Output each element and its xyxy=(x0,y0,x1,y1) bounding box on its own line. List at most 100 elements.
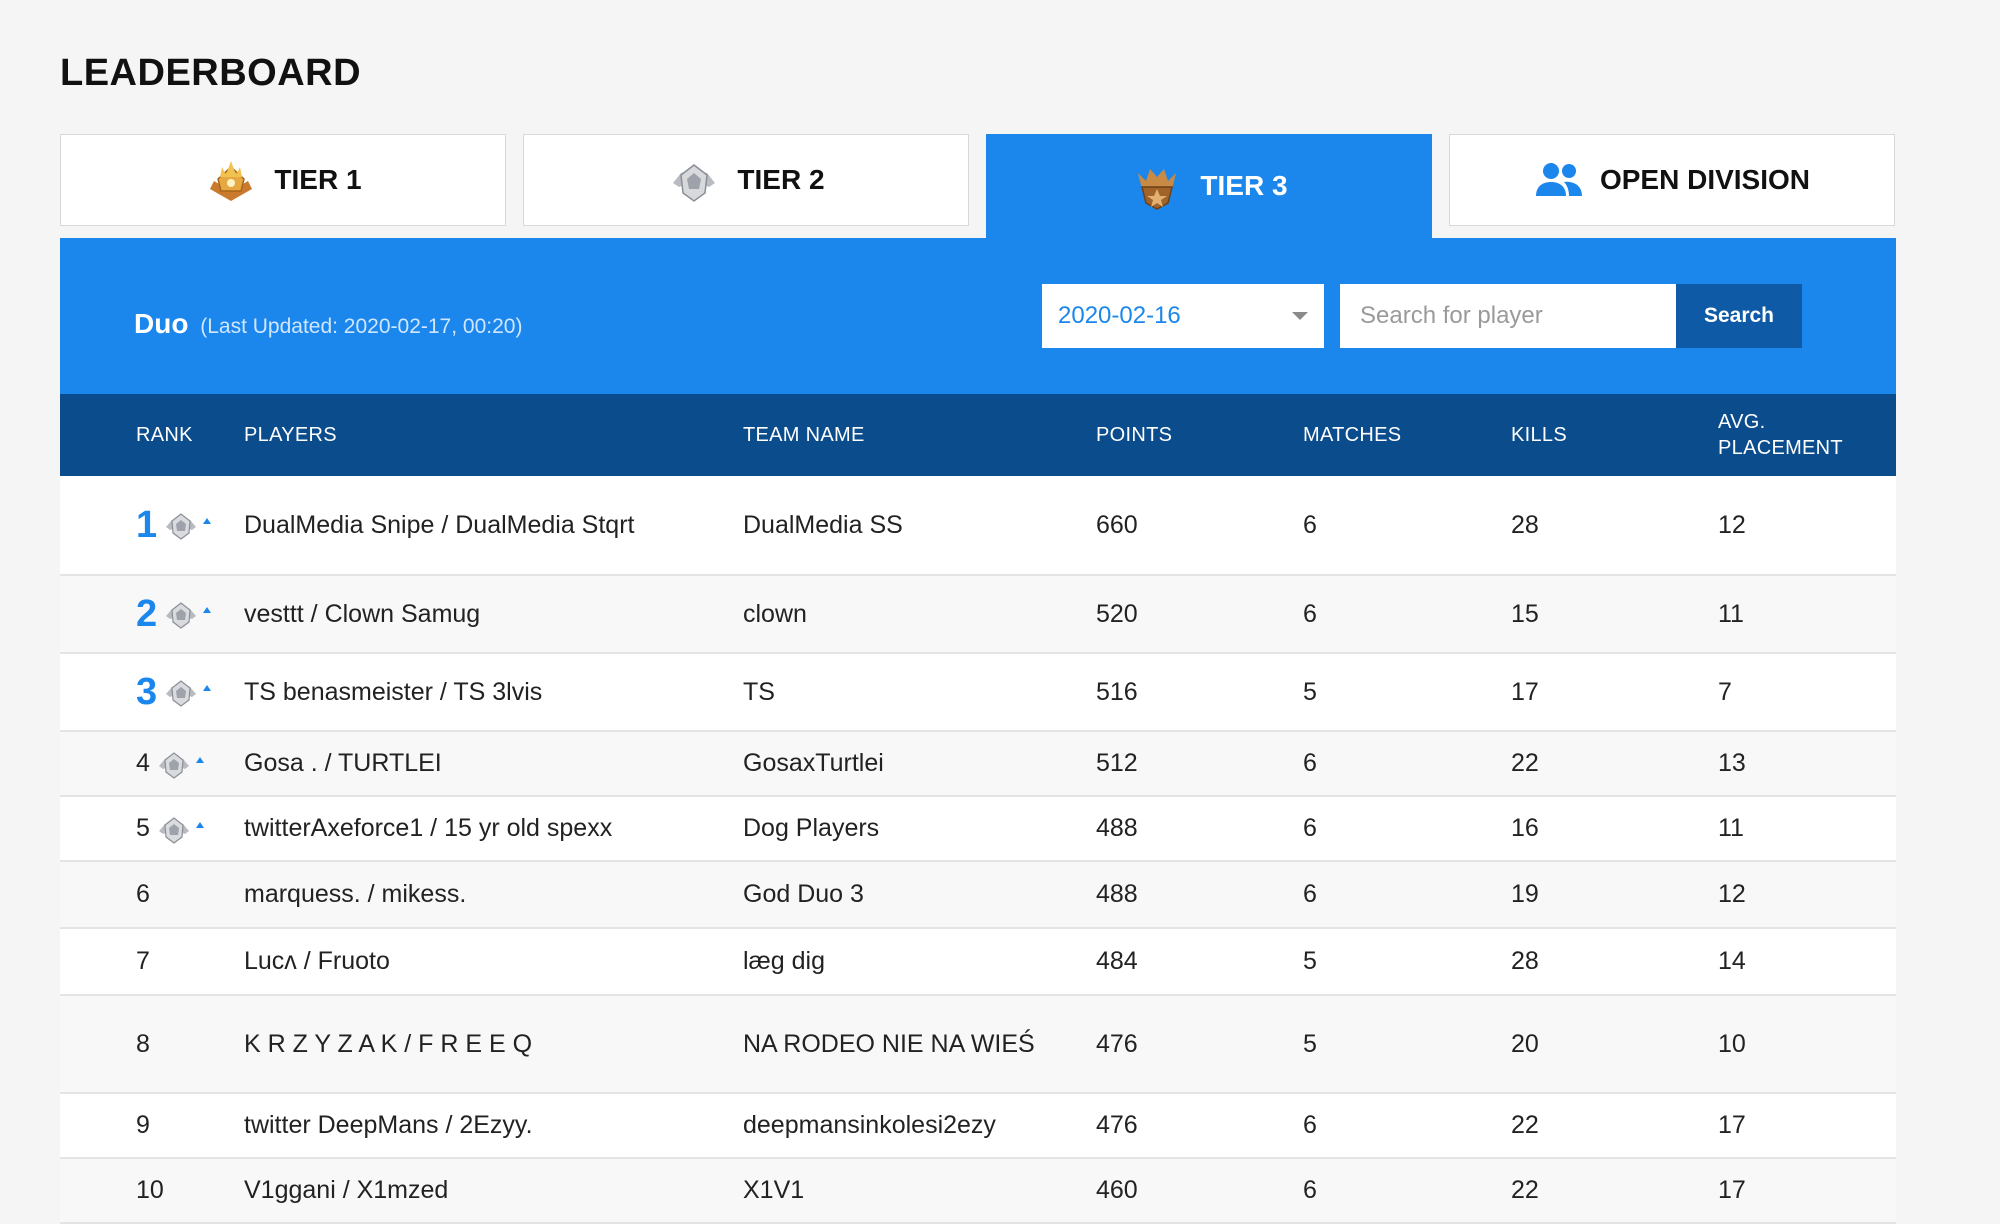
matches-value: 6 xyxy=(1303,510,1317,539)
silver-rank-badge-icon xyxy=(166,680,197,707)
team-name: NA RODEO NIE NA WIEŚ xyxy=(743,1029,1035,1058)
last-updated-text: (Last Updated: 2020-02-17, 00:20) xyxy=(200,315,523,338)
points-value: 476 xyxy=(1096,1111,1138,1139)
table-row: 6 marquess. / mikess. God Duo 3 488 6 19 12 xyxy=(60,862,1896,929)
tab-tier-3-label: TIER 3 xyxy=(1200,170,1288,201)
search-button[interactable]: Search xyxy=(1676,284,1802,348)
rank-number: 8 xyxy=(136,1029,150,1058)
kills-value: 17 xyxy=(1511,677,1539,706)
leaderboard-table: RANK PLAYERS TEAM NAME POINTS MATCHES KI… xyxy=(60,394,1896,1224)
kills-value: 22 xyxy=(1511,1176,1539,1204)
points-value: 516 xyxy=(1096,677,1138,706)
player-names: Lucʌ / Fruoto xyxy=(244,947,390,975)
avg-placement-value: 14 xyxy=(1718,947,1746,975)
team-name: TS xyxy=(743,677,775,706)
rank-cell: 3 xyxy=(136,654,212,730)
points-value: 476 xyxy=(1096,1029,1138,1058)
table-row: 10 V1ggani / X1mzed X1V1 460 6 22 17 xyxy=(60,1159,1896,1224)
table-row: 4 Gosa . / TURTLEI GosaxTurtlei 512 6 22 13 xyxy=(60,732,1896,797)
leaderboard-banner: Duo (Last Updated: 2020-02-17, 00:20) 20… xyxy=(60,238,1896,394)
rank-up-arrow-icon xyxy=(195,756,204,763)
player-names: vesttt / Clown Samug xyxy=(244,599,481,628)
date-select-value: 2020-02-16 xyxy=(1058,302,1181,329)
header-players: PLAYERS xyxy=(244,424,337,446)
rank-number: 10 xyxy=(136,1176,164,1204)
team-name: clown xyxy=(743,599,807,628)
tab-tier-2-label: TIER 2 xyxy=(737,164,825,195)
player-names: TS benasmeister / TS 3lvis xyxy=(244,677,543,706)
matches-value: 6 xyxy=(1303,1176,1317,1204)
header-team-name: TEAM NAME xyxy=(743,424,865,446)
player-names: DualMedia Snipe / DualMedia Stqrt xyxy=(244,510,635,539)
avg-placement-value: 17 xyxy=(1718,1111,1746,1139)
page-title: LEADERBOARD xyxy=(60,52,362,94)
bronze-badge-icon xyxy=(1138,169,1177,210)
rank-number: 5 xyxy=(136,814,150,842)
matches-value: 5 xyxy=(1303,1029,1317,1058)
avg-placement-value: 7 xyxy=(1718,677,1732,706)
team-name: Dog Players xyxy=(743,814,880,842)
tier-tabs: TIER 1 TIER 2 TIER 3 OPEN DIVISION xyxy=(60,134,1896,238)
matches-value: 6 xyxy=(1303,880,1317,908)
kills-value: 15 xyxy=(1511,599,1539,628)
rank-up-arrow-icon xyxy=(203,607,212,613)
table-row: 7 Lucʌ / Fruoto læg dig 484 5 28 14 xyxy=(60,929,1896,996)
silver-rank-badge-icon xyxy=(158,751,189,779)
header-rank: RANK xyxy=(136,424,193,446)
team-name: GosaxTurtlei xyxy=(743,749,884,777)
kills-value: 22 xyxy=(1511,1111,1539,1139)
chevron-down-icon xyxy=(1292,312,1308,320)
points-value: 520 xyxy=(1096,599,1138,628)
rank-cell: 4 xyxy=(136,732,204,795)
player-names: marquess. / mikess. xyxy=(244,880,467,908)
tab-tier-3[interactable]: TIER 3 xyxy=(986,134,1432,238)
rank-cell: 10 xyxy=(136,1159,164,1222)
kills-value: 16 xyxy=(1511,814,1539,842)
rank-cell: 7 xyxy=(136,929,150,994)
matches-value: 5 xyxy=(1303,947,1317,975)
team-name: deepmansinkolesi2ezy xyxy=(743,1111,996,1139)
avg-placement-value: 12 xyxy=(1718,880,1746,908)
table-header: RANK PLAYERS TEAM NAME POINTS MATCHES KI… xyxy=(60,394,1896,476)
player-names: twitterAxeforce1 / 15 yr old spexx xyxy=(244,814,613,842)
table-row: 3 TS benasmeister / TS 3lvis TS 516 5 17 7 xyxy=(60,654,1896,732)
search-input[interactable] xyxy=(1340,284,1676,348)
matches-value: 6 xyxy=(1303,599,1317,628)
tab-open-division[interactable]: OPEN DIVISION xyxy=(1449,134,1895,226)
tab-open-division-label: OPEN DIVISION xyxy=(1599,164,1811,195)
rank-number: 9 xyxy=(136,1111,150,1139)
rank-number: 7 xyxy=(136,947,150,975)
date-select[interactable]: 2020-02-16 xyxy=(1042,284,1324,348)
kills-value: 20 xyxy=(1511,1029,1539,1058)
rank-cell: 8 xyxy=(136,996,150,1092)
table-row: 9 twitter DeepMans / 2Ezyy. deepmansinkole… xyxy=(60,1094,1896,1159)
player-names: twitter DeepMans / 2Ezyy. xyxy=(244,1111,533,1139)
rank-up-arrow-icon xyxy=(203,518,212,524)
rank-number: 4 xyxy=(136,749,150,777)
header-avg-line2: PLACEMENT xyxy=(1718,437,1843,459)
kills-value: 28 xyxy=(1511,947,1539,975)
mode-label: Duo (Last Updated: 2020-02-17, 00:20) xyxy=(134,308,522,340)
header-points: POINTS xyxy=(1096,424,1173,446)
rank-cell: 2 xyxy=(136,576,212,652)
avg-placement-value: 11 xyxy=(1718,599,1744,628)
header-avg-placement: AVG. PLACEMENT xyxy=(1718,394,1868,476)
rank-cell: 1 xyxy=(136,476,212,574)
tab-tier-1[interactable]: TIER 1 xyxy=(60,134,506,226)
header-kills: KILLS xyxy=(1511,424,1567,446)
silver-rank-badge-icon xyxy=(166,513,197,540)
avg-placement-value: 11 xyxy=(1718,814,1744,842)
rank-cell: 5 xyxy=(136,797,204,860)
header-avg-line1: AVG. xyxy=(1718,411,1766,433)
table-row: 2 vesttt / Clown Samug clown 520 6 15 11 xyxy=(60,576,1896,654)
avg-placement-value: 12 xyxy=(1718,510,1746,539)
rank-cell: 6 xyxy=(136,862,150,927)
tab-tier-2[interactable]: TIER 2 xyxy=(523,134,969,226)
matches-value: 5 xyxy=(1303,677,1317,706)
table-row: 5 twitterAxeforce1 / 15 yr old spexx Dog P… xyxy=(60,797,1896,862)
player-names: K R Z Y Z A K / F R E E Q xyxy=(244,1029,533,1058)
kills-value: 19 xyxy=(1511,880,1539,908)
points-value: 488 xyxy=(1096,880,1138,908)
team-name: X1V1 xyxy=(743,1176,805,1204)
table-row: 1 DualMedia Snipe / DualMedia Stqrt DualMe… xyxy=(60,476,1896,576)
